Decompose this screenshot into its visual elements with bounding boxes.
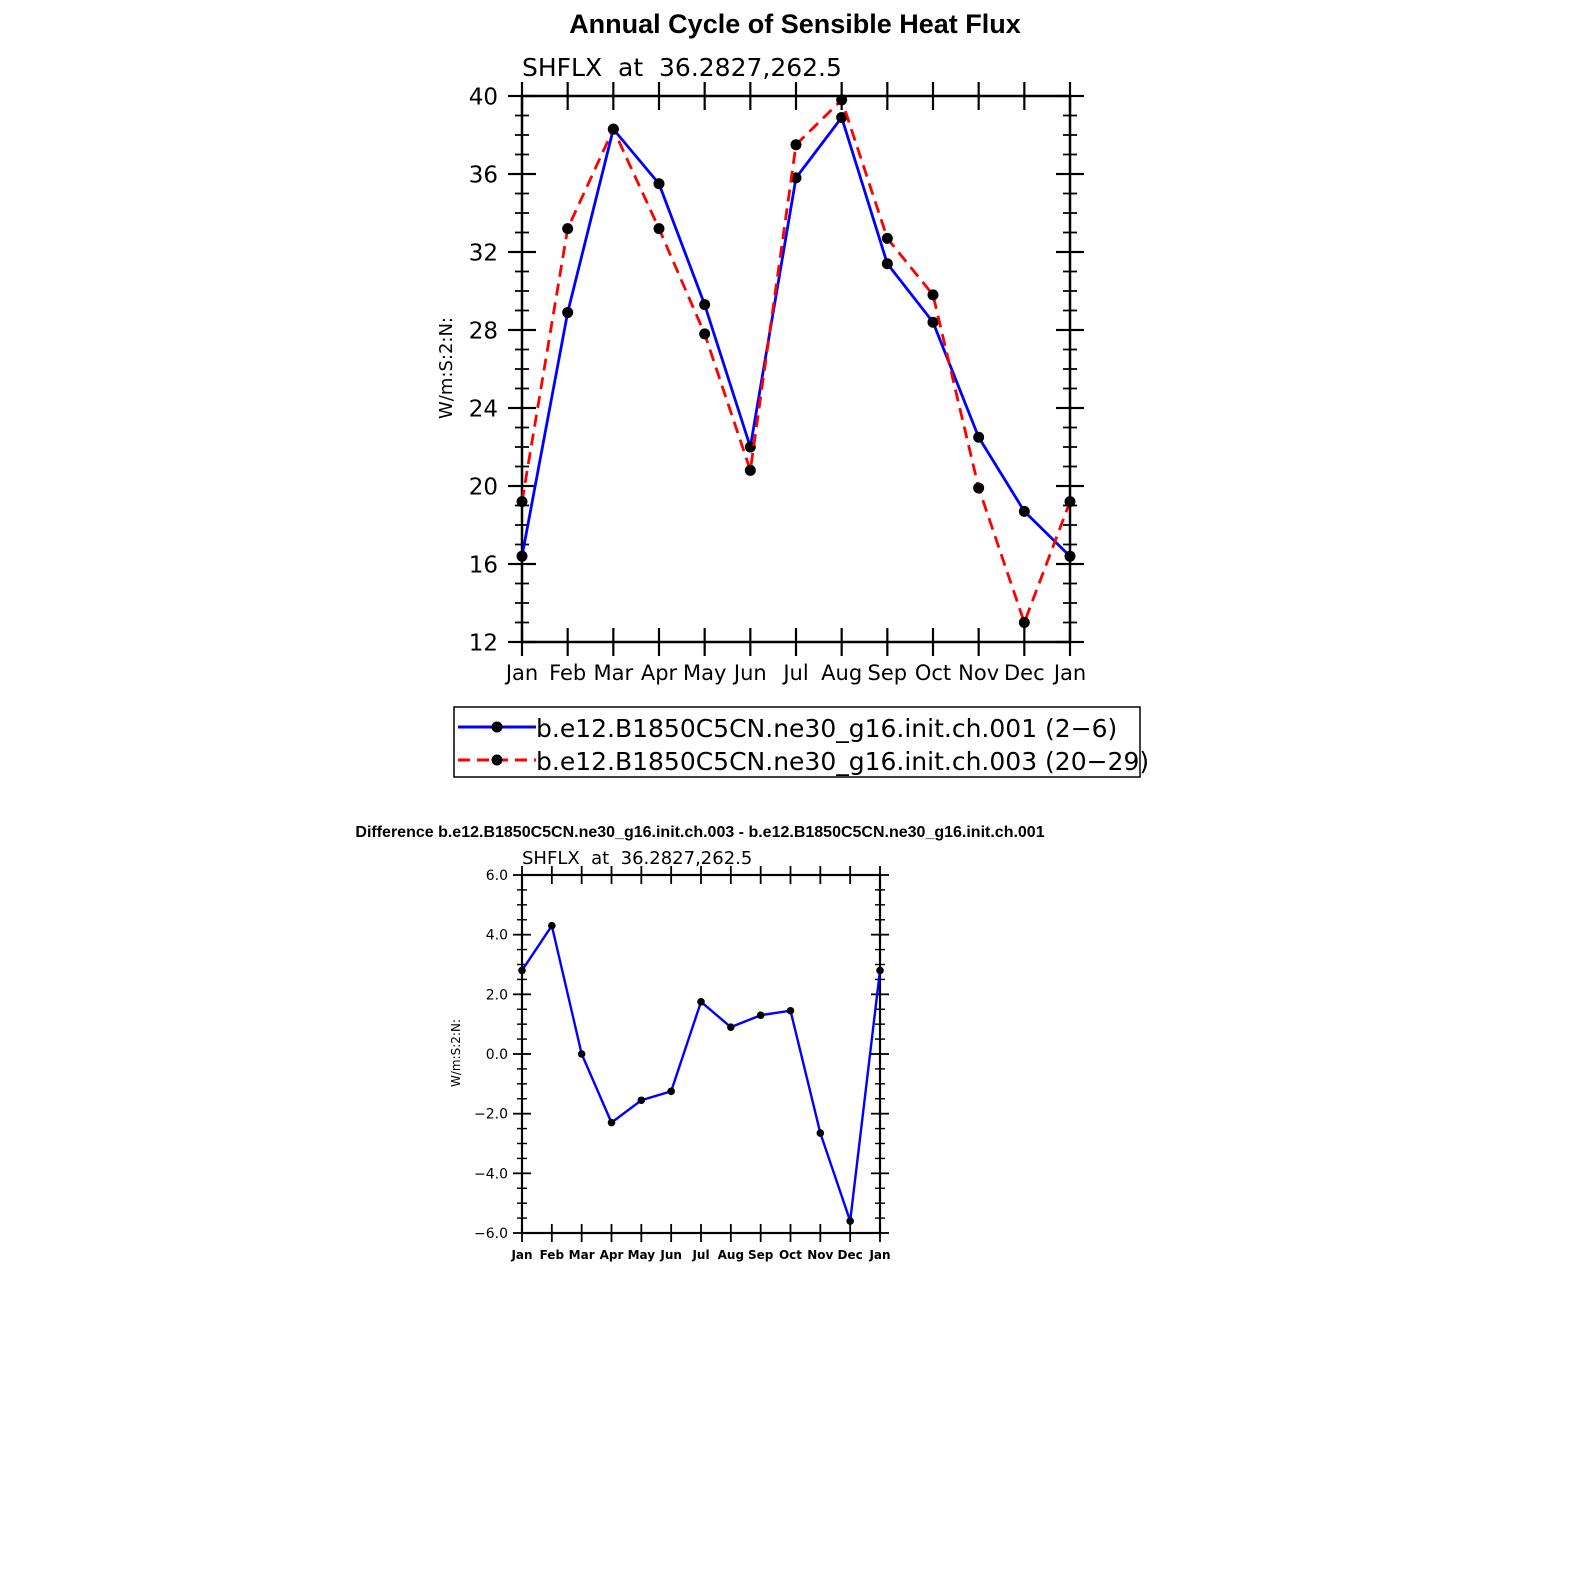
x-tick-label: Sep bbox=[868, 661, 908, 685]
series-2-point bbox=[836, 94, 848, 106]
x-tick-label: Oct bbox=[779, 1248, 802, 1262]
series-1-point bbox=[727, 1023, 735, 1031]
x-tick-label: Jun bbox=[659, 1248, 682, 1262]
legend-marker-series-1 bbox=[491, 721, 503, 733]
y-tick-label: 0.0 bbox=[486, 1047, 508, 1063]
series-1-point bbox=[756, 1011, 765, 1020]
y-tick-label: 36 bbox=[469, 162, 498, 188]
x-tick-label: Dec bbox=[1004, 661, 1045, 685]
series-2-point bbox=[927, 289, 939, 301]
series-1-point bbox=[667, 1087, 675, 1096]
y-tick-label: 4.0 bbox=[486, 928, 508, 944]
legend-box bbox=[453, 706, 1141, 778]
y-tick-label: 40 bbox=[469, 84, 498, 110]
x-tick-label: Sep bbox=[748, 1248, 774, 1262]
y-tick-label: 12 bbox=[469, 630, 498, 656]
series-1-point bbox=[1064, 550, 1076, 562]
series-2-point bbox=[790, 139, 802, 151]
series-2-point bbox=[1018, 617, 1030, 628]
y-tick-label: 16 bbox=[469, 552, 498, 578]
series-2-point bbox=[516, 496, 528, 508]
chart1-subtitle: SHFLX at 36.2827,262.5 bbox=[522, 53, 842, 82]
y-tick-label: −6.0 bbox=[474, 1226, 508, 1242]
x-tick-label: Mar bbox=[569, 1248, 595, 1262]
series-2-point bbox=[562, 223, 574, 235]
legend-label-series-1: b.e12.B1850C5CN.ne30_g16.init.ch.001 (2−… bbox=[536, 714, 1117, 743]
x-tick-label: Feb bbox=[540, 1248, 565, 1262]
y-tick-label: 24 bbox=[469, 396, 498, 422]
x-tick-label: Apr bbox=[600, 1248, 624, 1262]
series-1-point bbox=[1018, 505, 1030, 517]
x-tick-label: Jan bbox=[510, 1248, 532, 1262]
chart2-subtitle: SHFLX at 36.2827,262.5 bbox=[522, 848, 752, 869]
series-2-point bbox=[607, 123, 619, 135]
chart1-legend: b.e12.B1850C5CN.ne30_g16.init.ch.001 (2−… bbox=[453, 706, 1149, 778]
x-tick-label: Jan bbox=[868, 1248, 890, 1262]
series-1-point bbox=[548, 921, 556, 930]
series-2-point bbox=[1064, 496, 1076, 508]
series-1-point bbox=[518, 966, 526, 975]
chart2-title: Difference b.e12.B1850C5CN.ne30_g16.init… bbox=[355, 824, 1044, 841]
x-tick-label: Jan bbox=[504, 661, 538, 685]
series-2-point bbox=[699, 328, 711, 340]
x-tick-label: Jul bbox=[781, 661, 808, 685]
series-1-point bbox=[973, 431, 985, 443]
x-tick-label: Nov bbox=[958, 661, 999, 685]
plot-frame bbox=[520, 873, 882, 1235]
series-1-point bbox=[653, 178, 665, 190]
chart2-ylabel: W/m:S:2:N: bbox=[449, 1019, 463, 1087]
x-tick-label: May bbox=[628, 1248, 656, 1262]
series-1-point bbox=[577, 1050, 586, 1058]
y-tick-label: 32 bbox=[469, 240, 498, 266]
y-tick-label: −2.0 bbox=[474, 1107, 508, 1123]
x-tick-label: May bbox=[683, 661, 726, 685]
series-1-line bbox=[521, 924, 882, 1223]
y-tick-label: −4.0 bbox=[474, 1166, 508, 1182]
series-1-point bbox=[881, 258, 893, 270]
legend-label-series-2: b.e12.B1850C5CN.ne30_g16.init.ch.003 (20… bbox=[536, 747, 1149, 776]
series-1-point bbox=[876, 966, 884, 975]
series-1-point bbox=[637, 1096, 646, 1105]
legend-marker-series-2 bbox=[491, 754, 503, 766]
chart1-ylabel: W/m:S:2:N: bbox=[436, 317, 457, 419]
series-2-point bbox=[744, 464, 756, 476]
series-2-point bbox=[973, 482, 985, 494]
series-1-point bbox=[816, 1129, 825, 1137]
series-1-point bbox=[697, 997, 705, 1006]
x-tick-label: Jan bbox=[1052, 661, 1086, 685]
x-tick-label: Oct bbox=[915, 661, 951, 685]
x-tick-label: Jul bbox=[691, 1248, 709, 1262]
y-tick-label: 28 bbox=[469, 318, 498, 344]
x-tick-label: Aug bbox=[821, 661, 862, 685]
x-tick-label: Aug bbox=[718, 1248, 744, 1262]
series-1-point bbox=[699, 299, 711, 311]
series-1-point bbox=[562, 306, 574, 318]
x-tick-label: Mar bbox=[594, 661, 634, 685]
series-1-point bbox=[836, 111, 848, 123]
x-tick-label: Feb bbox=[549, 661, 586, 685]
y-tick-label: 2.0 bbox=[486, 987, 508, 1003]
series-1-point bbox=[790, 172, 802, 184]
series-1-point bbox=[607, 1118, 616, 1127]
y-tick-label: 6.0 bbox=[486, 868, 508, 884]
chart1-title: Annual Cycle of Sensible Heat Flux bbox=[569, 9, 1021, 39]
series-1-point bbox=[516, 550, 528, 562]
series-1-point bbox=[786, 1006, 795, 1015]
series-2-point bbox=[653, 223, 665, 235]
x-tick-label: Apr bbox=[641, 661, 678, 685]
series-1-point bbox=[927, 316, 939, 328]
x-tick-label: Dec bbox=[838, 1248, 863, 1262]
series-2-point bbox=[881, 232, 893, 244]
series-1-point bbox=[846, 1217, 854, 1225]
x-tick-label: Jun bbox=[732, 661, 767, 685]
y-tick-label: 20 bbox=[469, 474, 498, 500]
x-tick-label: Nov bbox=[807, 1248, 833, 1262]
